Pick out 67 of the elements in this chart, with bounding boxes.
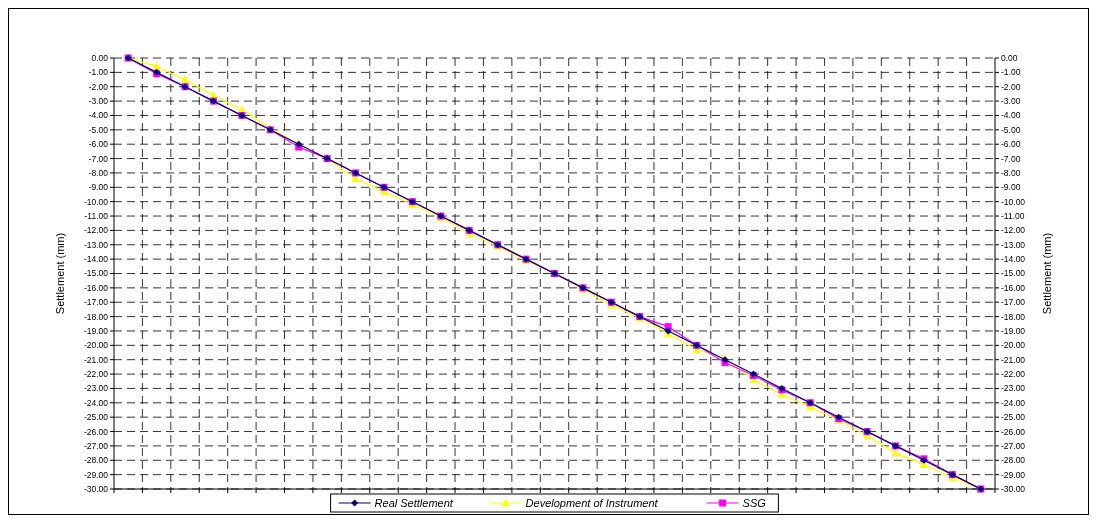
y-tick-label: -11.00	[84, 211, 109, 222]
y2-axis-title: Settlement (mm)	[1041, 232, 1053, 315]
y2-tick-label: -25.00	[1001, 412, 1026, 423]
y2-tick-label: -7.00	[1001, 153, 1021, 164]
y-tick-label: 0.00	[91, 52, 109, 63]
y2-tick-label: -27.00	[1001, 440, 1026, 451]
legend-label: Development of Instrument	[525, 496, 659, 509]
y2-tick-label: -15.00	[1001, 268, 1026, 279]
y2-tick-label: -23.00	[1001, 383, 1026, 394]
y-tick-label: -16.00	[83, 282, 109, 293]
y-tick-label: -18.00	[83, 311, 109, 322]
y-tick-label: -8.00	[88, 167, 109, 178]
y-tick-label: -7.00	[88, 153, 109, 164]
y-tick-label: -17.00	[83, 297, 109, 308]
y-tick-label: -9.00	[88, 182, 109, 193]
y-tick-label: -3.00	[88, 96, 109, 107]
y-tick-label: -23.00	[83, 383, 109, 394]
y2-tick-label: -16.00	[1001, 282, 1026, 293]
y-tick-label: -24.00	[83, 397, 109, 408]
y-tick-label: -15.00	[83, 268, 109, 279]
y2-tick-label: -29.00	[1001, 469, 1026, 480]
y2-tick-label: -18.00	[1001, 311, 1026, 322]
y2-tick-label: -5.00	[1001, 124, 1021, 135]
y2-tick-label: -20.00	[1001, 340, 1026, 351]
y-tick-label: -21.00	[83, 354, 109, 365]
y-tick-label: -28.00	[83, 455, 109, 466]
y2-tick-label: -3.00	[1001, 96, 1021, 107]
y2-tick-label: -6.00	[1001, 139, 1021, 150]
y2-tick-label: -19.00	[1001, 325, 1026, 336]
y2-tick-label: -11.00	[1001, 211, 1025, 222]
y-tick-label: -6.00	[88, 139, 109, 150]
y2-tick-label: -9.00	[1001, 182, 1021, 193]
y-tick-label: -20.00	[83, 340, 109, 351]
y2-tick-label: 0.00	[1001, 52, 1018, 63]
y-tick-label: -5.00	[88, 124, 109, 135]
y-tick-label: -30.00	[83, 483, 109, 494]
y-tick-label: -22.00	[83, 369, 109, 380]
y2-tick-label: -14.00	[1001, 254, 1026, 265]
y2-tick-label: -21.00	[1001, 354, 1026, 365]
y2-tick-label: -1.00	[1001, 67, 1021, 78]
y-tick-label: -4.00	[88, 110, 109, 121]
legend-label: SSG	[742, 496, 767, 509]
y2-tick-label: -26.00	[1001, 426, 1026, 437]
y-axis-title: Settlement (mm)	[54, 232, 66, 315]
y2-tick-label: -10.00	[1001, 196, 1026, 207]
y2-tick-label: -30.00	[1001, 483, 1026, 494]
y-tick-label: -29.00	[83, 469, 109, 480]
y2-tick-label: -22.00	[1001, 369, 1026, 380]
y-tick-label: -26.00	[83, 426, 109, 437]
y-tick-label: -10.00	[83, 196, 109, 207]
y2-tick-label: -28.00	[1001, 455, 1026, 466]
y2-tick-label: -24.00	[1001, 397, 1026, 408]
y-tick-label: -25.00	[83, 412, 109, 423]
y2-tick-label: -13.00	[1001, 239, 1026, 250]
y-tick-label: -13.00	[83, 239, 109, 250]
y-tick-label: -14.00	[83, 254, 109, 265]
y-tick-label: -2.00	[88, 81, 109, 92]
y-tick-label: -19.00	[83, 325, 109, 336]
y-tick-label: -12.00	[83, 225, 109, 236]
y2-tick-label: -2.00	[1001, 81, 1021, 92]
legend-label: Real Settlement	[374, 496, 454, 509]
y-tick-label: -1.00	[88, 67, 109, 78]
y2-tick-label: -12.00	[1001, 225, 1026, 236]
y2-tick-label: -4.00	[1001, 110, 1021, 121]
y2-tick-label: -8.00	[1001, 167, 1021, 178]
y2-tick-label: -17.00	[1001, 297, 1026, 308]
y-tick-label: -27.00	[83, 440, 109, 451]
